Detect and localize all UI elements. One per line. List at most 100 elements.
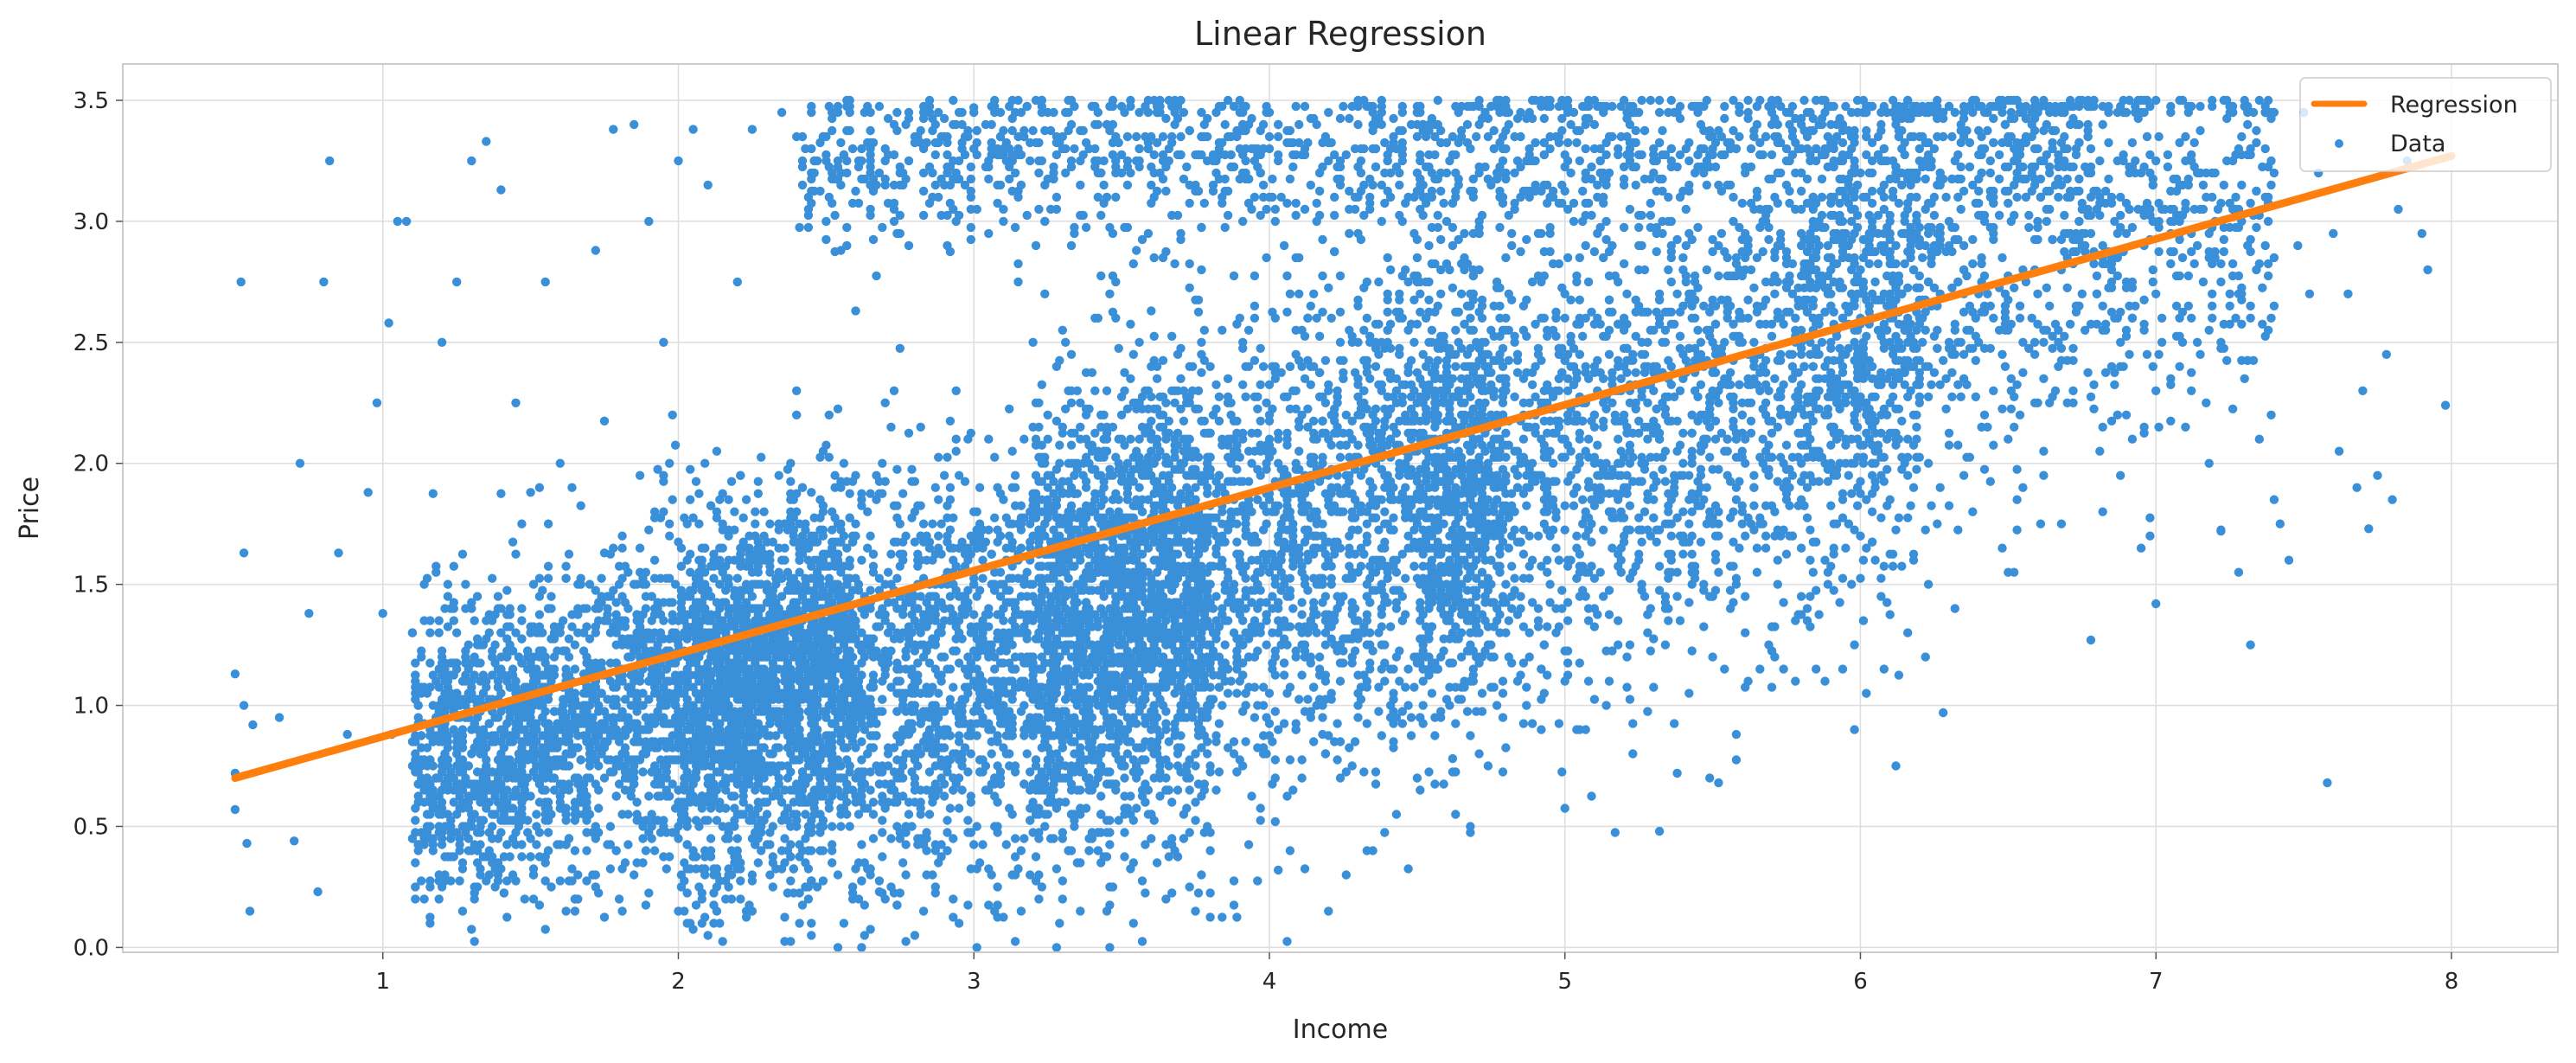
data-point <box>868 834 879 843</box>
data-point <box>1105 900 1115 910</box>
data-point <box>635 543 645 553</box>
data-point <box>898 755 908 765</box>
data-point <box>623 773 633 783</box>
data-point <box>736 592 745 601</box>
data-point <box>630 640 639 650</box>
data-point <box>1016 543 1026 553</box>
data-point <box>540 761 550 771</box>
data-point <box>659 737 668 746</box>
data-point <box>886 549 896 559</box>
data-point <box>665 852 674 861</box>
data-point <box>449 797 458 807</box>
data-point <box>898 858 908 868</box>
data-point <box>730 507 739 516</box>
data-point <box>632 725 642 734</box>
data-point <box>682 634 692 644</box>
data-point <box>547 592 556 601</box>
data-point <box>549 652 559 662</box>
data-point <box>987 749 996 759</box>
data-point <box>594 828 604 837</box>
data-point <box>913 549 923 559</box>
data-point <box>674 640 683 650</box>
data-point <box>591 695 600 704</box>
data-point <box>472 882 483 892</box>
data-point <box>738 537 748 547</box>
data-point <box>738 610 748 619</box>
data-point <box>540 876 550 886</box>
data-point <box>818 767 828 777</box>
data-point <box>559 785 568 795</box>
data-point <box>993 900 1002 910</box>
data-point <box>614 779 624 789</box>
data-point <box>786 767 796 777</box>
data-point <box>895 343 905 353</box>
data-point <box>1051 864 1062 874</box>
data-point <box>828 549 837 559</box>
data-point <box>1058 894 1068 904</box>
data-point <box>1013 259 1023 269</box>
data-point <box>892 537 902 547</box>
data-point <box>1152 858 1162 868</box>
data-point <box>638 767 648 777</box>
data-point <box>428 840 438 849</box>
data-point <box>949 894 958 904</box>
data-point <box>812 640 822 650</box>
data-point <box>774 471 783 480</box>
data-point <box>434 682 444 692</box>
data-point <box>632 797 642 807</box>
data-point <box>768 852 777 861</box>
data-point <box>709 573 719 583</box>
data-point <box>691 477 701 486</box>
data-point <box>753 477 763 486</box>
data-point <box>520 894 529 904</box>
data-point <box>478 670 489 680</box>
data-point <box>482 804 491 813</box>
data-point <box>576 755 585 765</box>
data-point <box>591 604 600 613</box>
data-point <box>434 804 444 813</box>
data-point <box>901 531 911 541</box>
data-point <box>653 773 662 783</box>
data-point <box>747 816 757 825</box>
data-point <box>407 628 418 637</box>
data-point <box>449 561 458 571</box>
data-point <box>845 489 854 498</box>
data-point <box>892 822 902 831</box>
data-point <box>1010 834 1020 843</box>
data-point <box>686 495 695 504</box>
data-point <box>910 931 920 940</box>
data-point <box>567 876 577 886</box>
data-point <box>599 416 610 426</box>
data-point <box>706 834 716 843</box>
data-point <box>419 894 429 904</box>
data-point <box>428 701 438 710</box>
data-point <box>467 810 476 819</box>
data-point <box>934 452 943 462</box>
data-point <box>611 616 621 625</box>
data-point <box>1058 876 1068 886</box>
data-point <box>457 906 468 916</box>
data-point <box>567 864 577 874</box>
data-point <box>913 761 923 771</box>
data-point <box>978 840 988 849</box>
data-point <box>472 634 483 644</box>
data-point <box>868 646 879 656</box>
data-point <box>644 525 654 535</box>
data-point <box>1007 446 1017 456</box>
data-point <box>898 489 908 498</box>
data-point <box>715 804 725 813</box>
data-point <box>828 507 837 516</box>
data-point <box>872 471 881 480</box>
data-point <box>878 828 887 837</box>
data-point <box>576 501 585 510</box>
data-point <box>543 846 553 855</box>
data-point <box>413 701 423 710</box>
data-point <box>786 937 796 946</box>
data-point <box>549 785 559 795</box>
data-point <box>924 640 935 650</box>
data-point <box>1010 471 1020 480</box>
data-point <box>499 731 509 740</box>
data-point <box>934 531 943 541</box>
data-point <box>975 483 985 492</box>
data-point <box>943 828 952 837</box>
